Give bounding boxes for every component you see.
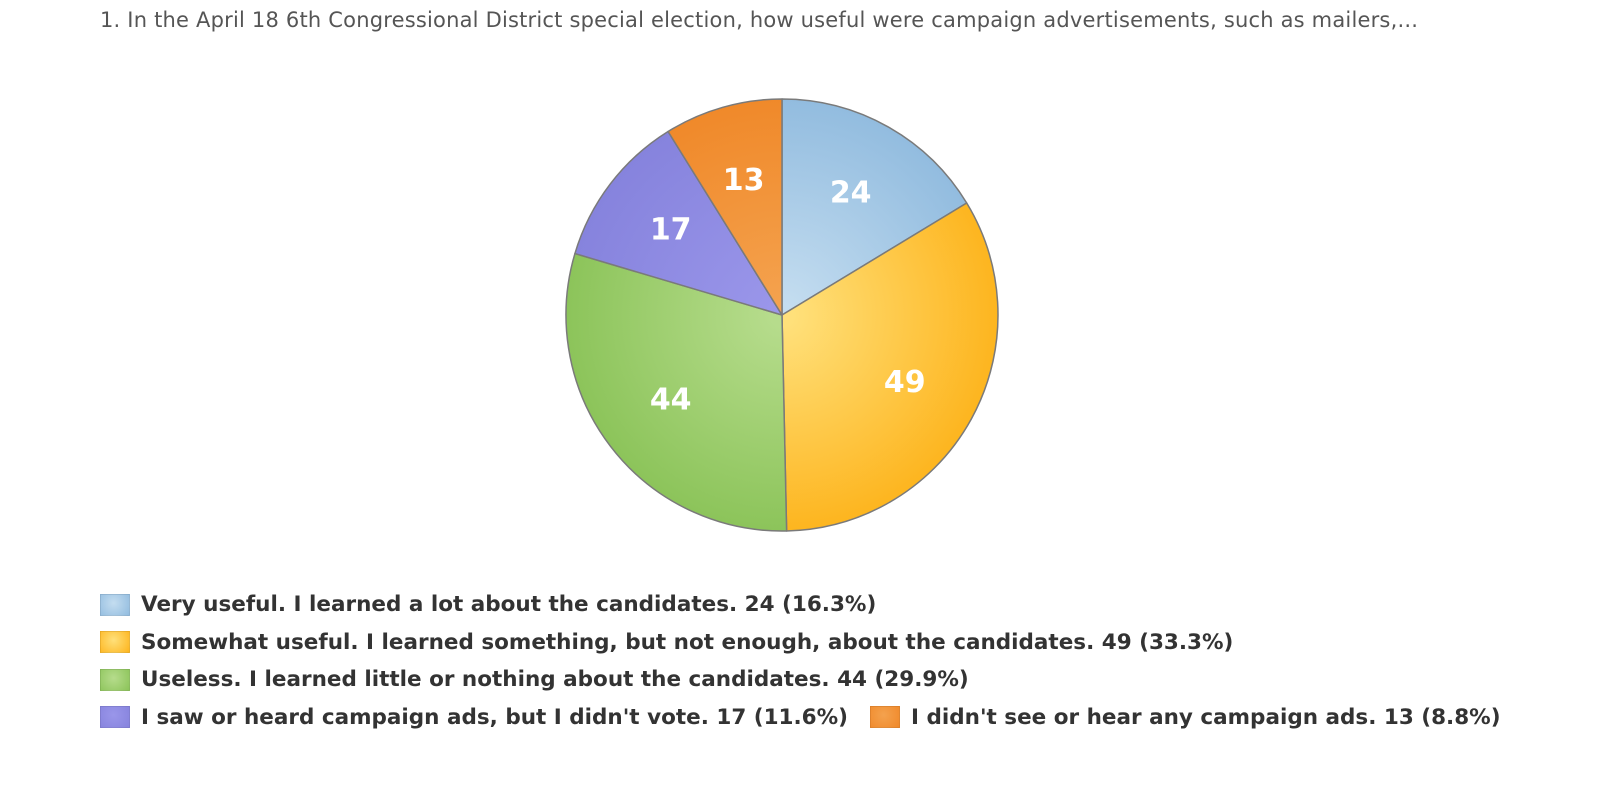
legend-row: Somewhat useful. I learned something, bu… (100, 624, 1550, 662)
legend-item-no-ads-seen[interactable]: I didn't see or hear any campaign ads. 1… (870, 705, 1501, 730)
slice-data-label: 24 (830, 176, 872, 211)
legend-label: I saw or heard campaign ads, but I didn'… (141, 704, 849, 730)
slice-data-label: 17 (650, 213, 692, 248)
pie-slice[interactable] (574, 130, 783, 316)
pie-chart: 24 49 44 17 13 (565, 98, 999, 532)
legend-label: Somewhat useful. I learned something, bu… (141, 629, 1234, 655)
slice-data-label: 44 (650, 382, 692, 417)
legend-swatch (100, 593, 130, 616)
pie-slice[interactable] (667, 98, 783, 316)
legend-row: Very useful. I learned a lot about the c… (100, 586, 1550, 624)
slice-data-label: 49 (884, 365, 926, 400)
legend-row: I saw or heard campaign ads, but I didn'… (100, 699, 1550, 737)
slice-data-label: 13 (723, 163, 765, 198)
pie-slice[interactable] (781, 98, 968, 316)
legend-item-very-useful[interactable]: Very useful. I learned a lot about the c… (100, 592, 876, 617)
legend-item-somewhat-useful[interactable]: Somewhat useful. I learned something, bu… (100, 630, 1233, 655)
legend-label: Useless. I learned little or nothing abo… (141, 667, 969, 693)
legend-row: Useless. I learned little or nothing abo… (100, 661, 1550, 699)
legend-item-useless[interactable]: Useless. I learned little or nothing abo… (100, 667, 969, 692)
chart-title: 1. In the April 18 6th Congressional Dis… (100, 8, 1419, 32)
legend-item-did-not-vote[interactable]: I saw or heard campaign ads, but I didn'… (100, 705, 848, 730)
pie-data-labels: 24 49 44 17 13 (650, 163, 926, 418)
pie-slices (565, 98, 999, 532)
legend-swatch (100, 631, 130, 654)
pie-slice[interactable] (565, 252, 788, 532)
legend-swatch (100, 668, 130, 691)
legend: Very useful. I learned a lot about the c… (100, 586, 1550, 736)
legend-label: I didn't see or hear any campaign ads. 1… (911, 704, 1501, 730)
legend-swatch (100, 706, 130, 729)
legend-swatch (870, 706, 901, 729)
legend-label: Very useful. I learned a lot about the c… (141, 592, 877, 618)
pie-slice[interactable] (781, 202, 999, 532)
